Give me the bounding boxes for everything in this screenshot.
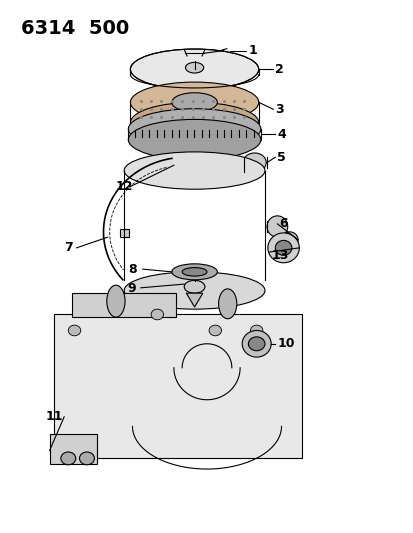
Ellipse shape — [124, 152, 264, 189]
Text: 12: 12 — [116, 180, 133, 193]
Text: 11: 11 — [45, 410, 63, 423]
Ellipse shape — [218, 289, 236, 319]
Bar — [120, 229, 129, 237]
Text: 9: 9 — [127, 282, 135, 295]
Text: 10: 10 — [277, 337, 294, 350]
Ellipse shape — [184, 280, 204, 293]
Ellipse shape — [266, 216, 287, 237]
Text: 4: 4 — [277, 128, 285, 141]
Bar — [72, 293, 176, 317]
Ellipse shape — [130, 49, 258, 90]
Ellipse shape — [128, 119, 260, 160]
Text: 6: 6 — [279, 217, 287, 230]
Bar — [50, 434, 97, 464]
Ellipse shape — [107, 285, 125, 317]
Ellipse shape — [267, 233, 299, 263]
Bar — [54, 314, 301, 458]
Text: 7: 7 — [64, 241, 73, 254]
Polygon shape — [186, 293, 202, 307]
Ellipse shape — [248, 337, 264, 351]
Ellipse shape — [128, 109, 260, 149]
Ellipse shape — [68, 325, 81, 336]
Ellipse shape — [79, 452, 94, 465]
Ellipse shape — [151, 309, 163, 320]
Ellipse shape — [130, 82, 258, 123]
Ellipse shape — [182, 268, 206, 276]
Ellipse shape — [171, 93, 217, 112]
Ellipse shape — [281, 232, 297, 248]
Text: 5: 5 — [277, 151, 285, 164]
Ellipse shape — [242, 330, 271, 357]
Ellipse shape — [185, 62, 203, 73]
Ellipse shape — [242, 153, 266, 172]
Ellipse shape — [187, 51, 202, 61]
Ellipse shape — [209, 325, 221, 336]
Ellipse shape — [130, 102, 258, 143]
Text: 13: 13 — [271, 249, 288, 262]
Ellipse shape — [250, 325, 262, 336]
Ellipse shape — [275, 240, 291, 255]
Ellipse shape — [61, 452, 76, 465]
Text: 3: 3 — [275, 103, 283, 116]
Text: 1: 1 — [248, 44, 256, 57]
Ellipse shape — [124, 272, 264, 309]
Text: 8: 8 — [128, 263, 137, 276]
Text: 2: 2 — [275, 63, 283, 76]
Ellipse shape — [171, 264, 217, 280]
Text: 6314  500: 6314 500 — [21, 19, 128, 38]
